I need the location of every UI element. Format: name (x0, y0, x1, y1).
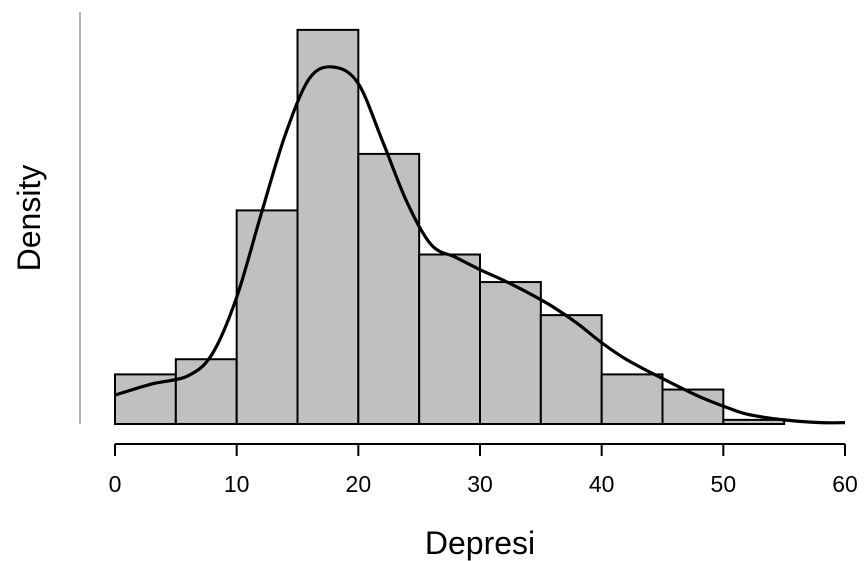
histogram-bar (296, 28, 360, 426)
histogram-bar (174, 358, 238, 426)
x-tick-label: 40 (589, 471, 615, 497)
x-tick-label: 50 (711, 471, 737, 497)
histogram-bar (539, 314, 603, 425)
histogram-bar (479, 281, 542, 426)
x-tick-label: 30 (467, 471, 493, 497)
y-axis-title: Density (11, 165, 47, 272)
histogram-bar (722, 418, 786, 425)
x-tick-label: 10 (224, 471, 250, 497)
x-axis-title: Depresi (425, 525, 535, 561)
histogram-bar (357, 152, 421, 426)
histogram-bar (235, 209, 299, 425)
x-axis-ticks: 0 10 20 30 40 50 60 (109, 444, 858, 497)
density-curve (114, 65, 846, 425)
x-tick-label: 20 (346, 471, 372, 497)
histogram-bar (600, 373, 664, 425)
histogram-bars (114, 28, 786, 426)
x-tick-label: 60 (832, 471, 858, 497)
histogram-bar (418, 253, 481, 425)
x-tick-label: 0 (109, 471, 122, 497)
